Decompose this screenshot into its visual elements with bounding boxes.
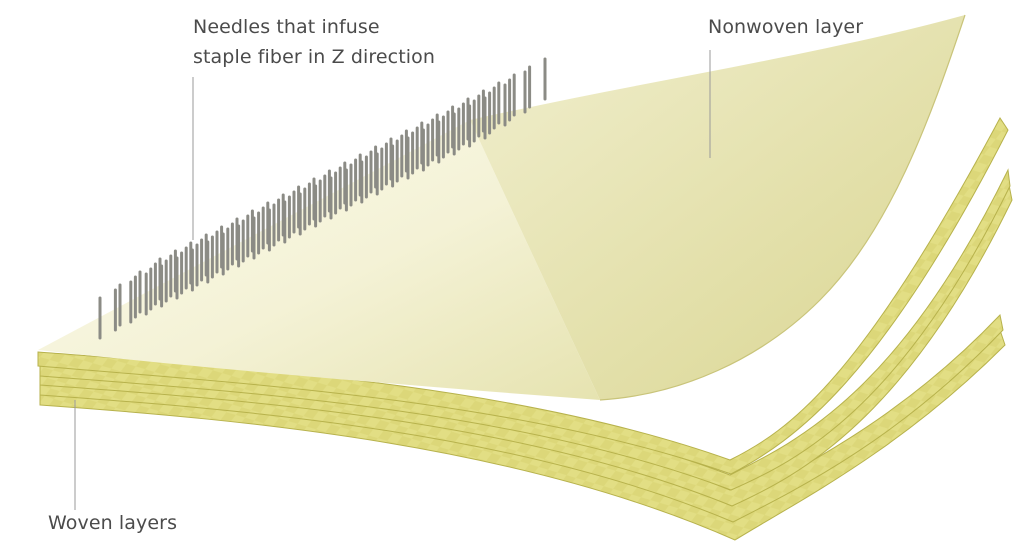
woven-layers-label: Woven layers bbox=[48, 510, 177, 536]
needles-label-line-2: staple fiber in Z direction bbox=[193, 44, 435, 70]
needles-label-line-1: Needles that infuse bbox=[193, 14, 380, 40]
nonwoven-layer-label: Nonwoven layer bbox=[708, 14, 863, 40]
nonwoven-layer bbox=[38, 15, 965, 400]
